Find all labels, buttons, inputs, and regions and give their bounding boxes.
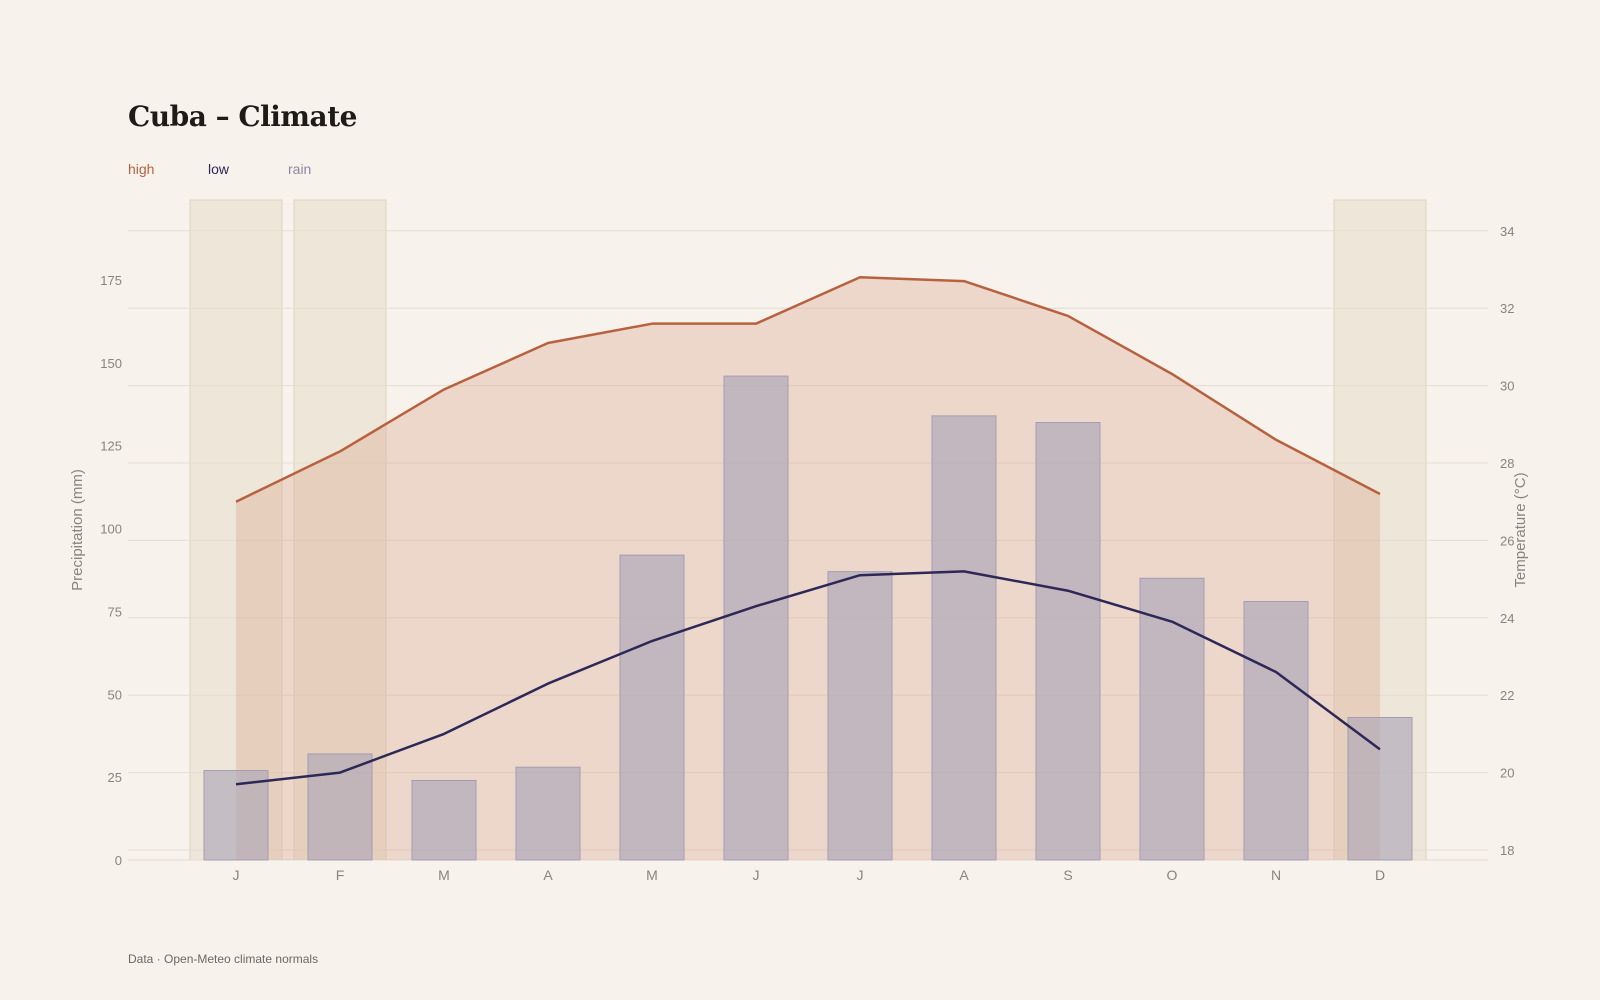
x-tick-label: F [336, 867, 345, 883]
rain-bar-5 [723, 375, 789, 861]
high-temperature-line [235, 275, 1381, 503]
y-tick-label: 125 [100, 439, 122, 454]
rain-bar-4 [619, 554, 685, 861]
x-tick-label: J [233, 867, 240, 883]
legend-rain: rain [288, 161, 312, 177]
rain-bar-9 [1139, 577, 1205, 861]
low-temperature-line [235, 570, 1381, 786]
rain-bar-10 [1243, 600, 1309, 861]
y2-tick-label: 28 [1500, 456, 1514, 471]
temperature-lines [235, 275, 1381, 786]
rain-bar-0 [203, 770, 269, 861]
highlight-band-0 [189, 199, 283, 861]
rain-bars [203, 375, 1413, 861]
legend-high: high [128, 161, 155, 177]
y2-tick-label: 24 [1500, 611, 1514, 626]
x-tick-label: D [1375, 867, 1385, 883]
rain-bar-3 [515, 766, 581, 861]
y2-tick-label: 32 [1500, 301, 1514, 316]
x-tick-label: J [753, 867, 760, 883]
y2-tick-label: 20 [1500, 766, 1514, 781]
rain-bar-1 [307, 753, 373, 861]
y-tick-label: 150 [100, 356, 122, 371]
x-tick-label: A [959, 867, 969, 883]
rain-bar-2 [411, 779, 477, 861]
y-tick-label: 75 [108, 604, 122, 619]
axis-ticks: 18 20 22 24 26 28 30 32 34 0 25 50 75 100 125 150 175 J F M… [100, 224, 1514, 883]
y2-tick-label: 34 [1500, 224, 1514, 239]
rain-bar-6 [827, 571, 893, 861]
high-temperature-area [236, 277, 1380, 860]
y-tick-label: 100 [100, 522, 122, 537]
rain-bar-11 [1347, 716, 1413, 861]
chart-title: Cuba – Climate [128, 100, 357, 133]
y2-tick-label: 22 [1500, 688, 1514, 703]
x-tick-label: M [646, 867, 658, 883]
data-source: Data · Open-Meteo climate normals [128, 952, 319, 966]
x-tick-label: O [1167, 867, 1178, 883]
y2-tick-label: 18 [1500, 843, 1514, 858]
y-axis-title: Precipitation (mm) [69, 469, 86, 591]
y-tick-label: 25 [108, 770, 122, 785]
temperature-band [236, 277, 1380, 860]
x-tick-label: J [857, 867, 864, 883]
y-tick-label: 0 [115, 853, 122, 868]
x-tick-label: A [543, 867, 553, 883]
x-tick-label: N [1271, 867, 1281, 883]
y-tick-label: 50 [108, 687, 122, 702]
x-tick-label: S [1063, 867, 1072, 883]
y2-tick-label: 26 [1500, 533, 1514, 548]
rain-bar-7 [931, 415, 997, 861]
legend-low: low [208, 161, 230, 177]
highlight-band-1 [293, 199, 387, 861]
y2-tick-label: 30 [1500, 379, 1514, 394]
x-tick-label: M [438, 867, 450, 883]
rain-bar-8 [1035, 422, 1101, 861]
y-tick-label: 175 [100, 273, 122, 288]
y2-axis-title: Temperature (°C) [1512, 472, 1529, 587]
